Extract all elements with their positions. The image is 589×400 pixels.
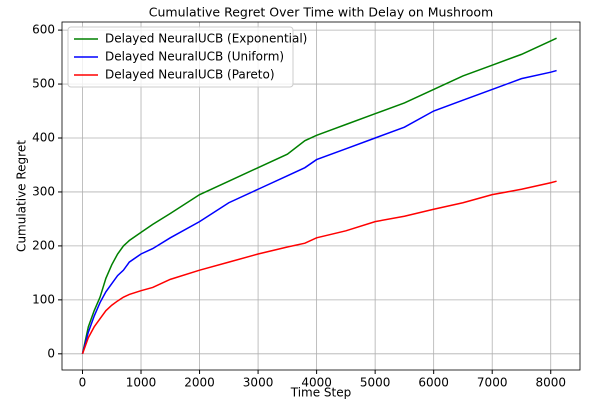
line-series (81, 69, 557, 355)
y-tick-label: 0 (47, 346, 55, 360)
legend-label: Delayed NeuralUCB (Pareto) (105, 68, 275, 82)
y-tick-label: 400 (32, 131, 55, 145)
line-series (81, 37, 557, 354)
y-tick-label: 300 (32, 184, 55, 198)
x-tick-label: 6000 (418, 376, 449, 390)
y-tick-label: 600 (32, 23, 55, 37)
x-axis-label: Time Step (290, 386, 352, 400)
y-axis-label: Cumulative Regret (15, 140, 29, 252)
x-tick-label: 8000 (535, 376, 566, 390)
plot-frame (61, 21, 581, 371)
x-tick-label: 0 (79, 376, 87, 390)
y-tick-label: 200 (32, 238, 55, 252)
x-tick-label: 5000 (360, 376, 391, 390)
x-tick-label: 1000 (126, 376, 157, 390)
y-tick-label: 100 (32, 292, 55, 306)
x-tick-label: 2000 (184, 376, 215, 390)
line-series (81, 180, 557, 355)
chart-title: Cumulative Regret Over Time with Delay o… (149, 5, 493, 20)
y-tick-label: 500 (32, 77, 55, 91)
legend-box (67, 26, 294, 88)
legend-label: Delayed NeuralUCB (Exponential) (105, 32, 307, 46)
legend: Delayed NeuralUCB (Exponential) Delayed N… (67, 26, 307, 88)
x-tick-label: 3000 (243, 376, 274, 390)
x-tick-label: 4000 (301, 376, 332, 390)
legend-label: Delayed NeuralUCB (Uniform) (105, 50, 284, 64)
x-tick-label: 7000 (477, 376, 508, 390)
